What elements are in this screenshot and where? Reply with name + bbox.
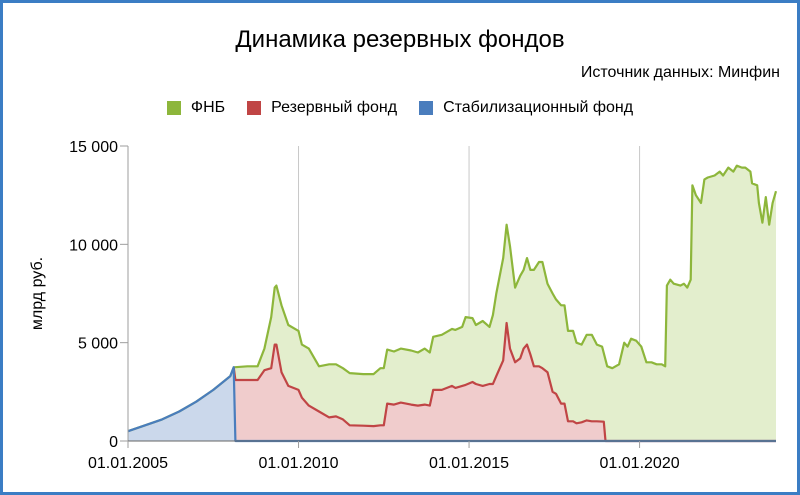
legend-label-fnb: ФНБ [190,99,226,116]
legend-label-stabilization-fund: Стабилизационный фонд [443,99,634,116]
area-layer [128,165,776,441]
label-layer: 0 5 000 10 000 15 000 01.01.2005 01.01.2010 01… [29,139,680,472]
x-tick-label: 01.01.2015 [429,455,509,472]
axis-layer [120,145,776,448]
area-series-0 [128,165,776,441]
line-series-1 [232,321,776,443]
legend-swatch-reserve-fund [247,101,262,115]
legend-swatch-fnb [166,101,181,115]
area-series-1 [233,323,776,441]
legend-label-reserve-fund: Резервный фонд [271,99,398,116]
chart-title: Динамика резервных фондов [235,26,565,53]
legend-item-fnb[interactable]: ФНБ [166,99,226,117]
legend-swatch-stabilization-fund [419,101,434,115]
line-series-0 [127,164,778,433]
chart-source-note: Источник данных: Минфин [580,64,780,81]
x-tick-label: 01.01.2005 [88,455,168,472]
y-tick-label: 10 000 [69,237,118,254]
x-tick-label: 01.01.2010 [258,455,338,472]
legend-item-reserve-fund[interactable]: Резервный фонд [247,99,397,117]
y-axis-label: млрд руб. [29,257,46,330]
chart-legend: ФНБ Резервный фонд Стабилизационный фонд [0,99,800,117]
legend-item-stabilization-fund[interactable]: Стабилизационный фонд [419,99,633,117]
y-tick-label: 5 000 [78,336,118,353]
y-tick-label: 15 000 [69,139,118,156]
area-series-2 [128,367,776,441]
y-tick-label: 0 [109,434,118,451]
line-layer [127,164,778,443]
line-series-2 [127,366,776,443]
x-tick-label: 01.01.2020 [600,455,680,472]
